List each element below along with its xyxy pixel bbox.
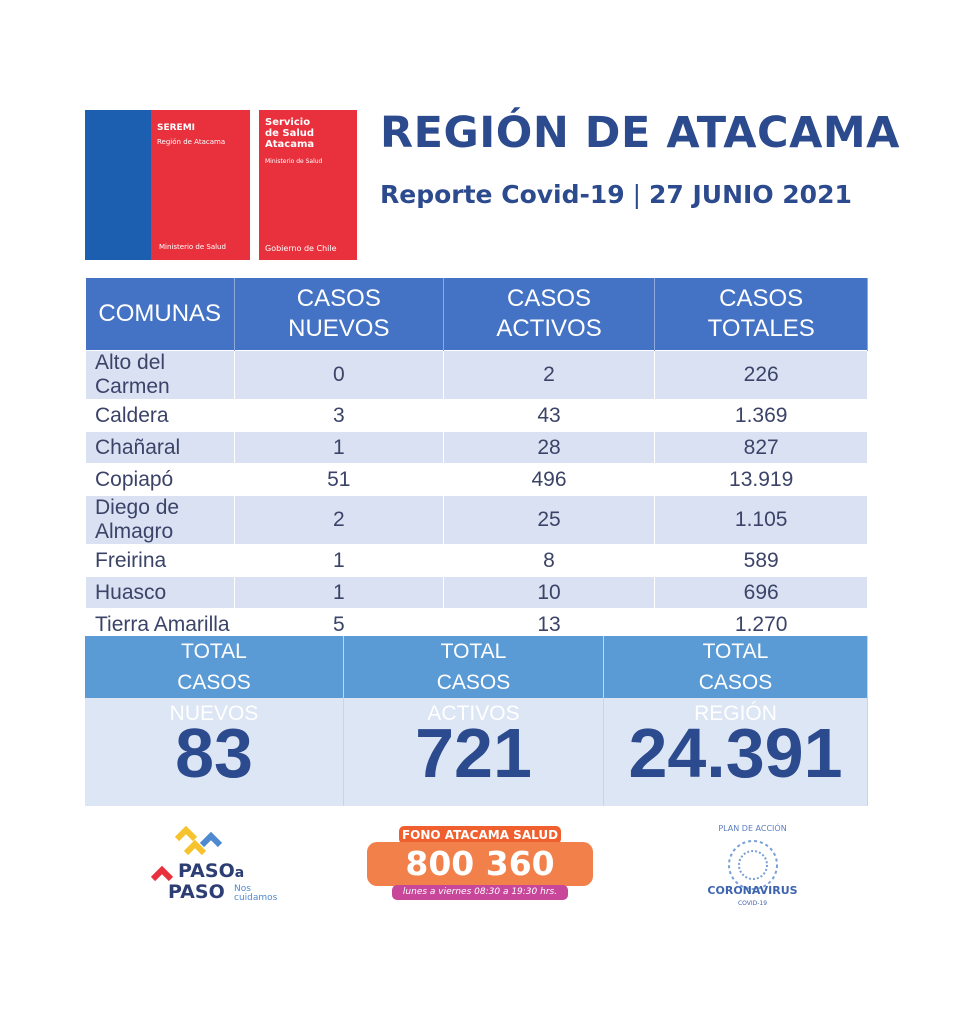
table-row: Freirina 1 8 589 <box>85 544 868 577</box>
comuna: Caldera <box>85 399 235 432</box>
column-header: CASOS NUEVOS <box>234 278 444 351</box>
title: REGIÓN DE ATACAMA <box>380 108 900 158</box>
fono-title: FONO ATACAMA SALUD <box>399 826 561 844</box>
paso-logo: PASOa PASO Nos cuidamos <box>150 825 290 910</box>
comuna: Copiapó <box>85 463 235 496</box>
total-value: 83 <box>85 698 343 806</box>
total-value: 721 <box>344 698 603 806</box>
table-row: Caldera 3 43 1.369 <box>85 399 868 432</box>
table-row: Diego de Almagro 2 25 1.105 <box>85 495 868 545</box>
seremi-logo: SEREMI Región de Atacama Ministerio de S… <box>85 110 250 260</box>
cell: 2 <box>442 350 656 400</box>
cell: 589 <box>654 544 868 577</box>
servicio-government: Gobierno de Chile <box>265 244 337 253</box>
total-column: TOTAL CASOS ACTIVOS721 <box>344 636 604 806</box>
fono-number: 800 360 335 <box>367 842 593 927</box>
column-header: CASOS ACTIVOS <box>443 278 656 351</box>
subtitle: Reporte Covid-19 <box>380 180 625 209</box>
plan-logo: PLAN DE ACCIÓN CORONAVIRUS COVID-19 <box>705 822 800 912</box>
total-label: TOTAL CASOS NUEVOS <box>85 636 343 725</box>
fono-box: FONO ATACAMA SALUD 800 360 335 lunes a v… <box>367 826 593 927</box>
cell: 1.105 <box>654 495 868 545</box>
paso-icon <box>174 825 223 855</box>
seremi-title: SEREMI <box>157 123 196 133</box>
cell: 8 <box>442 544 656 577</box>
cell: 827 <box>654 431 868 464</box>
seremi-region: Región de Atacama <box>157 138 226 146</box>
table-row: Alto del Carmen 0 2 226 <box>85 350 868 400</box>
total-label: TOTAL CASOS ACTIVOS <box>344 636 603 725</box>
plan-icon <box>728 840 778 890</box>
comuna: Freirina <box>85 544 235 577</box>
table-row: Chañaral 1 28 827 <box>85 431 868 464</box>
cell: 226 <box>654 350 868 400</box>
cell: 496 <box>442 463 656 496</box>
comuna: Chañaral <box>85 431 235 464</box>
servicio-ministry: Ministerio de Salud <box>265 158 323 165</box>
cell: 0 <box>233 350 444 400</box>
servicio-title: Servicio de Salud Atacama <box>265 117 315 150</box>
cell: 1 <box>233 431 444 464</box>
cell: 25 <box>442 495 656 545</box>
total-column: TOTAL CASOS NUEVOS83 <box>85 636 344 806</box>
paso-tag: Nos cuidamos <box>234 884 278 903</box>
header-row: COMUNAS CASOS NUEVOS CASOS ACTIVOS CASOS TO… <box>85 278 868 351</box>
plan-main: CORONAVIRUS <box>707 884 798 897</box>
comuna: Diego de Almagro <box>85 495 235 545</box>
total-label: TOTAL CASOS REGIÓN <box>604 636 867 725</box>
seremi-ministry: Ministerio de Salud <box>159 243 226 251</box>
table-row: Copiapó 51 496 13.919 <box>85 463 868 496</box>
column-header: COMUNAS <box>85 278 235 351</box>
cell: 2 <box>233 495 444 545</box>
cell: 10 <box>442 576 656 609</box>
cell: 1 <box>233 576 444 609</box>
comuna: Alto del Carmen <box>85 350 235 400</box>
cell: 5 <box>233 608 444 641</box>
cell: 28 <box>442 431 656 464</box>
cell: 13.919 <box>654 463 868 496</box>
total-column: TOTAL CASOS REGIÓN24.391 <box>604 636 868 806</box>
plan-top: PLAN DE ACCIÓN <box>718 824 787 833</box>
paso-line2: PASO <box>168 881 225 903</box>
cell: 1 <box>233 544 444 577</box>
servicio-logo: Servicio de Salud Atacama Ministerio de … <box>259 110 357 260</box>
paso-line1: PASOa <box>178 860 245 882</box>
totals: TOTAL CASOS NUEVOS83TOTAL CASOS ACTIVOS7… <box>85 636 868 806</box>
subtitle-line: Reporte Covid-19 | 27 JUNIO 2021 <box>380 180 852 209</box>
cell: 51 <box>233 463 444 496</box>
date: 27 JUNIO 2021 <box>649 180 852 209</box>
cell: 43 <box>442 399 656 432</box>
plan-sub: COVID-19 <box>737 900 768 907</box>
table-row: Huasco 1 10 696 <box>85 576 868 609</box>
comuna: Huasco <box>85 576 235 609</box>
comuna: Tierra Amarilla <box>85 608 235 641</box>
cell: 3 <box>233 399 444 432</box>
fono-hours: lunes a viernes 08:30 a 19:30 hrs. <box>392 885 568 900</box>
column-header: CASOS TOTALES <box>654 278 868 351</box>
total-value: 24.391 <box>604 698 867 806</box>
cell: 696 <box>654 576 868 609</box>
cases-table: COMUNAS CASOS NUEVOS CASOS ACTIVOS CASOS TO… <box>85 278 868 673</box>
cell: 1.369 <box>654 399 868 432</box>
